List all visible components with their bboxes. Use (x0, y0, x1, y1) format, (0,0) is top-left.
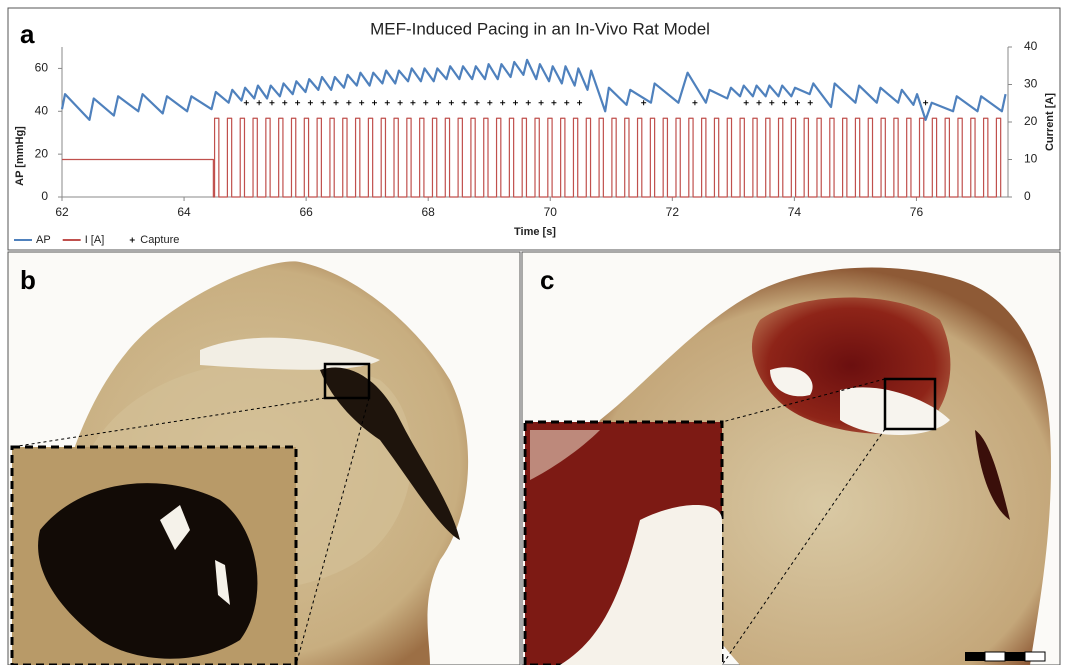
x-tick-label: 68 (422, 205, 436, 219)
legend-label: Capture (140, 234, 179, 246)
histology-c: c (522, 252, 1060, 665)
x-tick-label: 70 (544, 205, 558, 219)
legend: AP I [A] Capture (14, 234, 179, 246)
chart-title: MEF-Induced Pacing in an In-Vivo Rat Mod… (370, 19, 710, 38)
panel-label: c (540, 265, 554, 295)
x-tick-label: 74 (788, 205, 802, 219)
y2-tick-label: 30 (1024, 77, 1038, 91)
y2-tick-label: 40 (1024, 39, 1038, 53)
panel-a-frame (8, 8, 1060, 250)
x-tick-label: 76 (910, 205, 924, 219)
panel-label: a (20, 19, 35, 49)
x-tick-label: 64 (177, 205, 191, 219)
y2-tick-label: 0 (1024, 189, 1031, 203)
y2-tick-label: 10 (1024, 152, 1038, 166)
x-tick-label: 62 (55, 205, 69, 219)
panel-label: b (20, 265, 36, 295)
y-tick-label: 20 (35, 146, 49, 160)
figure: a MEF-Induced Pacing in an In-Vivo Rat M… (0, 0, 1068, 665)
y-tick-label: 0 (41, 189, 48, 203)
y-tick-label: 60 (35, 61, 49, 75)
histology-b: b (8, 252, 520, 665)
x-tick-label: 66 (299, 205, 313, 219)
y2-axis-label: Current [A] (1044, 93, 1056, 151)
x-axis-label: Time [s] (514, 226, 556, 238)
y-axis-label: AP [mmHg] (14, 126, 26, 186)
x-tick-label: 72 (666, 205, 680, 219)
y2-tick-label: 20 (1024, 114, 1038, 128)
legend-label: AP (36, 234, 51, 246)
y-tick-label: 40 (35, 103, 49, 117)
legend-label: I [A] (85, 234, 105, 246)
